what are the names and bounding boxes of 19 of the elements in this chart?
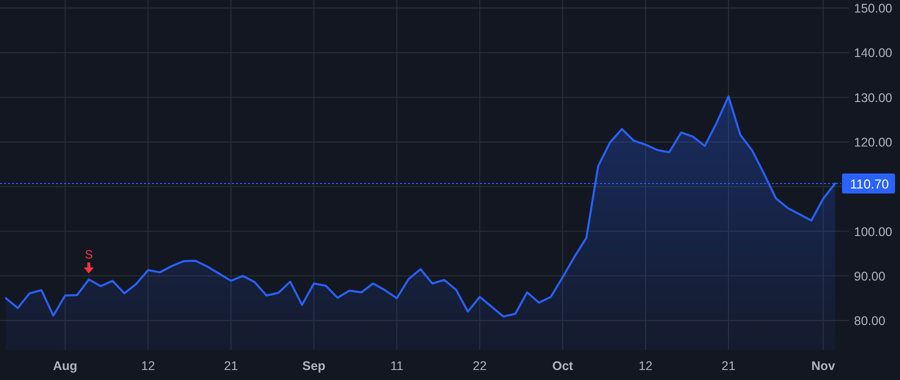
x-tick-label: 11	[390, 359, 404, 373]
y-tick-label: 140.00	[854, 46, 892, 60]
x-tick-label: Sep	[302, 359, 326, 373]
annotation: S	[84, 247, 93, 262]
y-tick-label: 130.00	[854, 90, 892, 105]
y-tick-label: 90.00	[854, 269, 886, 284]
ref-line-label: 110.70	[850, 176, 889, 192]
x-tick-label: 12	[141, 359, 156, 373]
x-tick-label: 21	[722, 359, 736, 373]
x-tick-label: Nov	[811, 359, 836, 373]
x-tick-label: 22	[472, 359, 487, 373]
y-tick-label: 120.00	[854, 135, 892, 150]
x-tick-label: 21	[224, 359, 238, 373]
x-tick-label: Oct	[552, 359, 574, 373]
y-tick-label: 150.00	[854, 2, 892, 16]
y-tick-label: 80.00	[854, 314, 886, 328]
x-tick-label: Aug	[52, 359, 78, 373]
x-tick-label: 12	[638, 359, 653, 373]
y-tick-label: 100.00	[854, 224, 892, 239]
